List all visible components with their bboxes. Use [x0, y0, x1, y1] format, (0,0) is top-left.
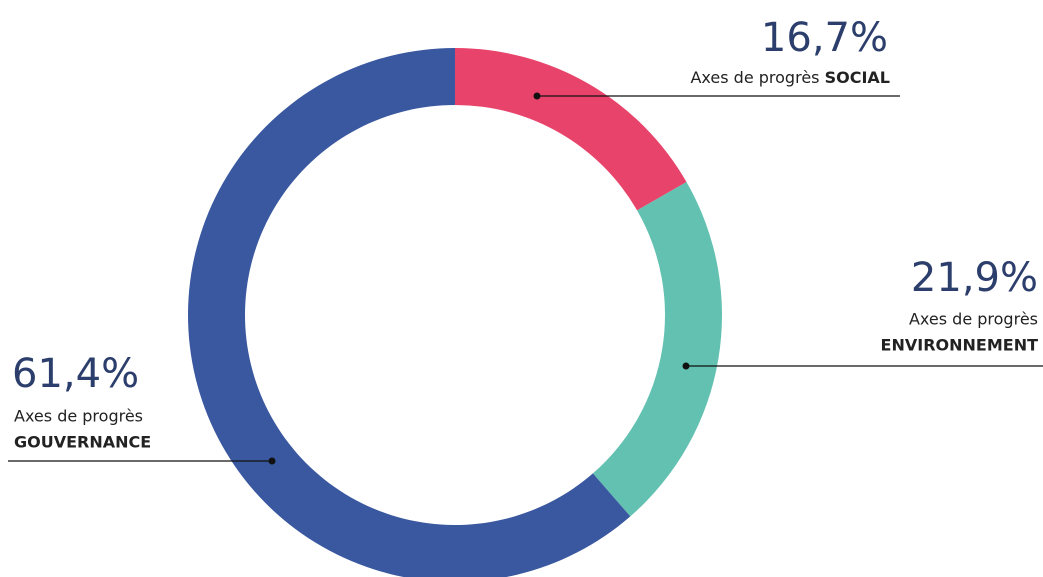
label-category: SOCIAL [825, 68, 890, 87]
label-prefix: Axes de progrès [690, 68, 819, 87]
leader-dot [533, 92, 541, 100]
leader-dot [268, 457, 276, 465]
leader-dot [682, 362, 690, 370]
donut-segment [455, 48, 687, 211]
value-label: 16,7% [761, 15, 888, 61]
value-label: 61,4% [12, 351, 139, 397]
donut-segment [188, 48, 631, 577]
label-category: GOUVERNANCE [14, 433, 151, 452]
label-prefix: Axes de progrès [909, 310, 1038, 329]
category-label: Axes de progrès SOCIAL [690, 68, 890, 87]
label-category: ENVIRONNEMENT [881, 336, 1039, 355]
value-label: 21,9% [911, 255, 1038, 301]
donut-segment [592, 181, 722, 517]
label-prefix: Axes de progrès [14, 407, 143, 426]
